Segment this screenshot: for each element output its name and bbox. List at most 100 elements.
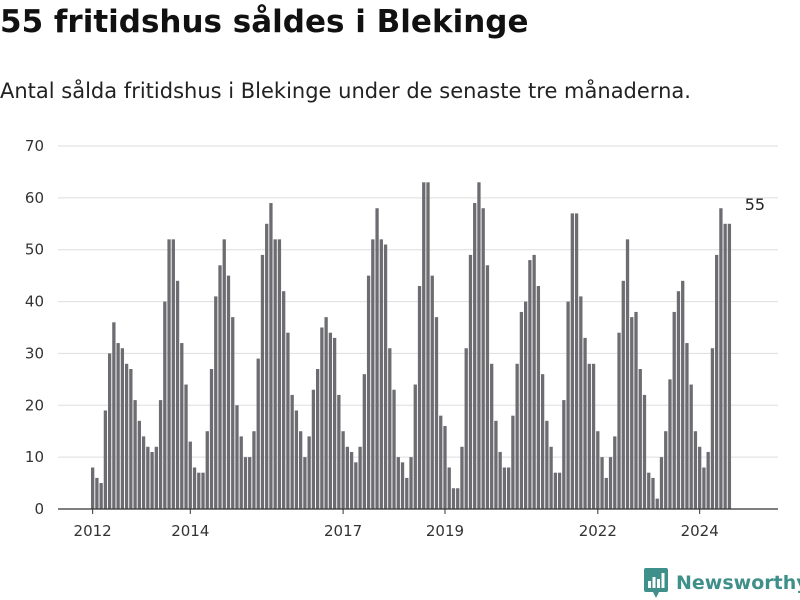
bar (439, 415, 443, 509)
bar (265, 223, 269, 510)
bar (269, 203, 273, 510)
y-tick-label: 20 (25, 396, 44, 414)
bar (664, 431, 668, 509)
bar (337, 394, 341, 509)
bar (570, 213, 574, 509)
bar (536, 286, 541, 509)
y-tick-label: 10 (25, 448, 44, 466)
bar (184, 384, 188, 509)
bar (604, 477, 608, 509)
bar (693, 431, 698, 509)
bar (307, 436, 311, 509)
bar (549, 446, 553, 509)
bar (294, 410, 299, 509)
bar (727, 223, 732, 510)
bar (528, 260, 532, 509)
bar (273, 239, 277, 509)
bar (417, 286, 422, 509)
bar (349, 451, 354, 509)
bar (218, 265, 222, 509)
bar (328, 332, 333, 509)
newsworthy-brand-text: Newsworthy (676, 572, 800, 594)
bar (303, 457, 307, 509)
x-tick-label: 2019 (426, 522, 464, 540)
bar (324, 317, 328, 509)
bar (214, 296, 218, 509)
bar (358, 446, 362, 509)
bar (574, 213, 579, 509)
bar (608, 457, 613, 509)
bar (668, 379, 672, 509)
bar (129, 368, 133, 509)
bar (171, 239, 175, 509)
highlight-value-label: 55 (745, 195, 765, 214)
bar (260, 254, 265, 509)
bar (477, 182, 481, 510)
y-axis-tick-labels: 0 10 20 30 40 50 60 70 (25, 137, 44, 518)
bar (366, 275, 371, 509)
bar (133, 400, 137, 509)
x-tick-label: 2022 (579, 522, 617, 540)
bar (562, 400, 566, 509)
bar (95, 477, 99, 509)
bar (112, 322, 116, 509)
bar (600, 457, 604, 509)
bar (180, 343, 184, 509)
bar (379, 239, 383, 509)
bar (583, 337, 587, 509)
y-tick-label: 50 (25, 241, 44, 259)
bar (158, 400, 163, 509)
bar (388, 348, 392, 509)
x-tick-label: 2024 (681, 522, 719, 540)
bar (141, 436, 146, 509)
bar (596, 431, 600, 509)
bar (494, 420, 498, 509)
bar (651, 477, 655, 509)
bar (341, 431, 345, 509)
bar (392, 389, 396, 509)
bar (681, 280, 685, 509)
bar (468, 254, 473, 509)
x-axis-tick-labels: 2012 2014 2017 2019 2022 2024 (74, 522, 719, 540)
bar (430, 275, 434, 509)
bar (723, 223, 727, 510)
bars (91, 182, 732, 510)
bar (647, 472, 651, 509)
bar (519, 311, 524, 509)
bar (676, 291, 681, 509)
bar (579, 296, 583, 509)
bar (192, 467, 197, 509)
bar (188, 441, 192, 509)
bar (362, 374, 366, 509)
bar (315, 368, 320, 509)
bar (485, 265, 490, 509)
bar (201, 472, 205, 509)
bar (625, 239, 630, 509)
bar (239, 436, 243, 509)
bar (124, 363, 129, 509)
bar (150, 451, 154, 509)
bar (282, 291, 286, 509)
bar (659, 457, 664, 509)
x-tick-label: 2012 (74, 522, 112, 540)
bar (354, 462, 358, 509)
newsworthy-chart-logo-icon (644, 568, 668, 598)
bar (613, 436, 617, 509)
bar (167, 239, 171, 509)
x-tick-label: 2017 (324, 522, 362, 540)
bar (507, 467, 511, 509)
bar (248, 457, 252, 509)
bar-chart: 0 10 20 30 40 50 60 70 2012 2014 2017 2019 2022 2024… (25, 137, 778, 540)
bar (587, 363, 591, 509)
bar (621, 280, 625, 509)
bar (371, 239, 375, 509)
bar (311, 389, 316, 509)
bar (451, 488, 456, 509)
bar (434, 317, 439, 509)
bar (719, 208, 723, 510)
bar (252, 431, 256, 509)
bar (545, 420, 549, 509)
bar (532, 254, 536, 509)
bar (175, 280, 180, 509)
bar (685, 343, 689, 509)
